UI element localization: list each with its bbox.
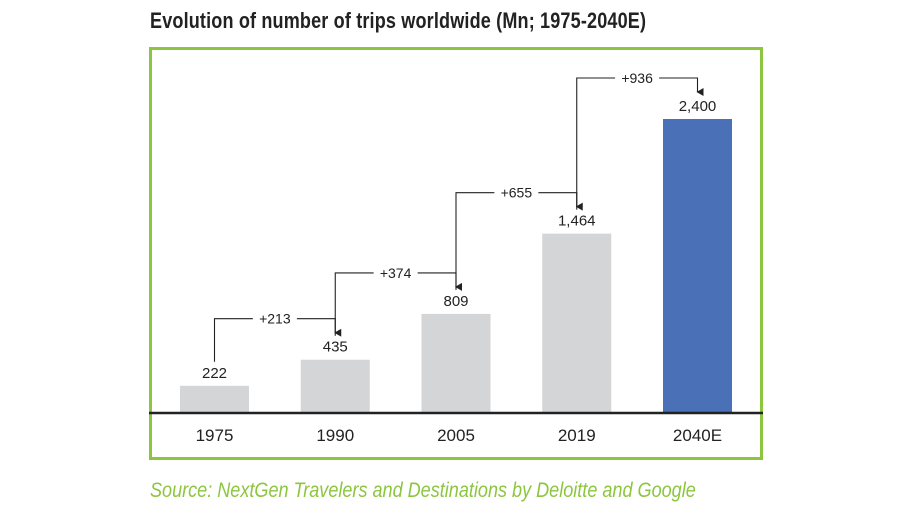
bar-1975 xyxy=(180,385,249,413)
chart-title: Evolution of number of trips worldwide (… xyxy=(150,8,647,33)
value-label-2040e: 2,400 xyxy=(679,98,717,115)
increment-label-3: +655 xyxy=(501,185,533,201)
x-tick-label-2040e: 2040E xyxy=(673,426,722,445)
increment-label-1: +213 xyxy=(259,311,291,327)
bar-2040e xyxy=(663,119,732,413)
increment-label-bg-1 xyxy=(252,308,297,329)
bar-1990 xyxy=(300,359,370,413)
x-tick-label-2019: 2019 xyxy=(558,426,596,445)
x-tick-label-1990: 1990 xyxy=(316,426,354,445)
value-label-2019: 1,464 xyxy=(558,213,596,230)
increment-label-2: +374 xyxy=(380,265,412,281)
source-note: Source: NextGen Travelers and Destinatio… xyxy=(150,479,696,502)
bar-2005 xyxy=(421,313,491,413)
increment-label-bg-2 xyxy=(373,262,418,283)
value-label-1990: 435 xyxy=(323,339,348,356)
bar-2019 xyxy=(542,233,612,413)
x-tick-label-2005: 2005 xyxy=(437,426,475,445)
value-label-1975: 222 xyxy=(202,365,227,382)
increment-label-bg-3 xyxy=(494,182,539,203)
x-tick-label-1975: 1975 xyxy=(196,426,234,445)
increment-label-bg-4 xyxy=(615,68,660,88)
increment-label-4: +936 xyxy=(621,70,653,86)
value-label-2005: 809 xyxy=(443,293,468,310)
